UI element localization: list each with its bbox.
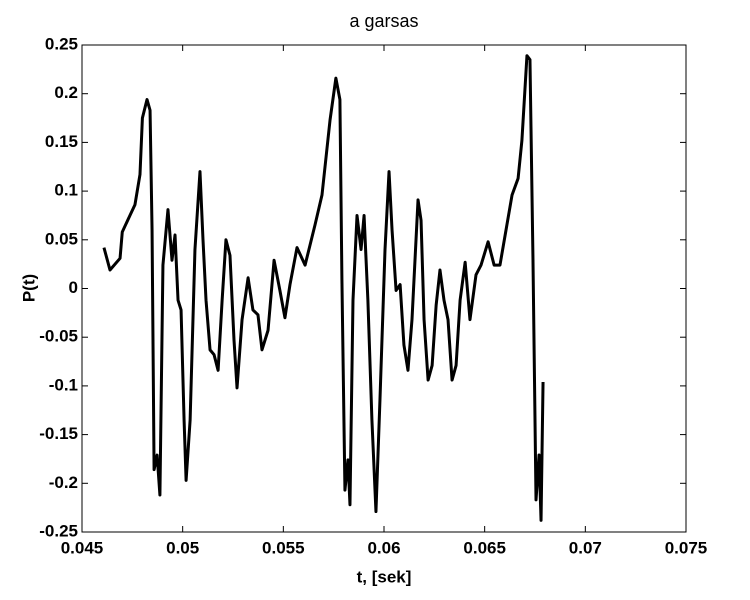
y-tick-label: 0 bbox=[69, 278, 78, 297]
chart-title: a garsas bbox=[349, 11, 418, 31]
x-tick-label: 0.065 bbox=[463, 538, 506, 557]
x-tick-label: 0.06 bbox=[367, 538, 400, 557]
y-tick-label: -0.1 bbox=[49, 375, 78, 394]
y-tick-label: 0.1 bbox=[54, 181, 78, 200]
x-tick-label: 0.045 bbox=[61, 538, 104, 557]
y-axis-label: P(t) bbox=[19, 274, 38, 302]
x-tick-label: 0.05 bbox=[166, 538, 199, 557]
y-tick-label: -0.05 bbox=[39, 327, 78, 346]
y-tick-label: -0.2 bbox=[49, 473, 78, 492]
x-tick-label: 0.075 bbox=[665, 538, 708, 557]
y-tick-label: -0.15 bbox=[39, 424, 78, 443]
y-tick-label: 0.15 bbox=[45, 132, 78, 151]
x-tick-label: 0.07 bbox=[569, 538, 602, 557]
y-tick-label: 0.2 bbox=[54, 83, 78, 102]
y-tick-label: -0.25 bbox=[39, 521, 78, 540]
x-tick-label: 0.055 bbox=[262, 538, 305, 557]
y-tick-label: 0.05 bbox=[45, 229, 78, 248]
y-tick-label: 0.25 bbox=[45, 34, 78, 53]
line-series bbox=[102, 54, 545, 522]
x-axis-label: t, [sek] bbox=[357, 567, 412, 586]
